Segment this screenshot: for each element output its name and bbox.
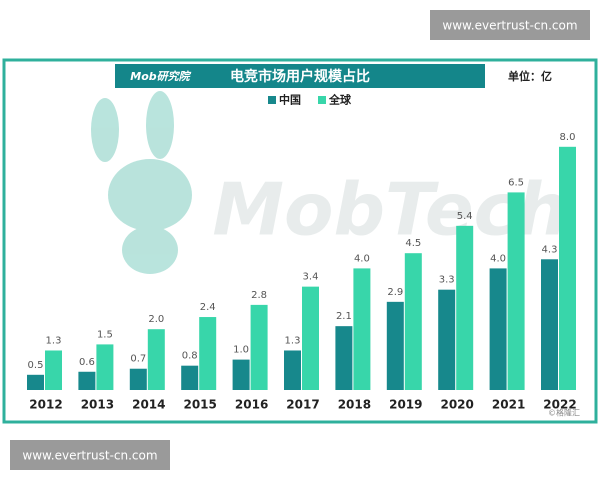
tag-box [430, 10, 590, 40]
value-label: 3.3 [439, 275, 455, 286]
site-tag: www.evertrust-cn.com [442, 19, 577, 33]
x-tick-label: 2020 [440, 398, 473, 412]
bar [232, 359, 250, 390]
value-label: 2.1 [336, 311, 352, 322]
bar [181, 365, 199, 390]
x-tick-label: 2018 [338, 398, 371, 412]
value-label: 1.3 [46, 335, 62, 346]
x-tick-label: 2016 [235, 398, 268, 412]
bar [199, 317, 217, 390]
legend-swatch [268, 96, 276, 104]
value-label: 4.5 [405, 238, 421, 249]
x-tick-label: 2015 [183, 398, 216, 412]
bar [559, 146, 576, 390]
x-tick-label: 2019 [389, 398, 422, 412]
value-label: 1.0 [233, 345, 249, 356]
legend-label: 全球 [328, 93, 352, 107]
bar [438, 289, 456, 390]
x-tick-label: 2017 [286, 398, 319, 412]
bar [302, 286, 319, 390]
x-tick-label: 2013 [81, 398, 114, 412]
value-label: 0.7 [130, 354, 146, 365]
value-label: 4.3 [542, 244, 558, 255]
bar [507, 192, 525, 390]
mascot [91, 91, 192, 274]
x-tick-label: 2014 [132, 398, 165, 412]
value-label: 8.0 [560, 132, 576, 143]
title-bar [115, 64, 485, 88]
value-label: 0.8 [182, 351, 198, 362]
legend-swatch [318, 96, 326, 104]
site-tag: www.evertrust-cn.com [22, 449, 157, 463]
value-label: 2.8 [251, 290, 267, 301]
bar [147, 329, 165, 390]
bar [386, 301, 404, 390]
source-mark: ©格隆汇 [548, 408, 580, 418]
value-label: 2.0 [148, 314, 164, 325]
value-label: 1.5 [97, 329, 113, 340]
x-tick-label: 2022 [543, 398, 576, 412]
tag-box [10, 440, 170, 470]
chart-title: 电竞市场用户规模占比 [230, 68, 370, 85]
bar [45, 350, 62, 390]
bar [404, 253, 422, 390]
bar [456, 225, 474, 390]
bar [250, 304, 268, 390]
bar [284, 350, 301, 390]
bar [541, 259, 558, 390]
unit-label: 单位：亿 [508, 69, 552, 83]
value-label: 6.5 [508, 177, 524, 188]
x-tick-label: 2012 [29, 398, 62, 412]
value-label: 2.9 [387, 287, 403, 298]
bar [353, 268, 371, 390]
legend-label: 中国 [279, 93, 301, 107]
value-label: 0.6 [79, 357, 95, 368]
value-label: 3.4 [303, 272, 319, 283]
value-label: 4.0 [354, 253, 370, 264]
bar [489, 268, 507, 390]
value-label: 0.5 [28, 360, 44, 371]
value-label: 2.4 [200, 302, 216, 313]
value-label: 1.3 [285, 335, 301, 346]
logo: Mob研究院 [130, 70, 191, 83]
bar [129, 368, 147, 390]
bar [335, 326, 353, 390]
x-tick-label: 2021 [492, 398, 525, 412]
bar [96, 344, 114, 390]
value-label: 4.0 [490, 253, 506, 264]
bar [27, 374, 44, 390]
bar [78, 371, 96, 390]
value-label: 5.4 [457, 211, 473, 222]
